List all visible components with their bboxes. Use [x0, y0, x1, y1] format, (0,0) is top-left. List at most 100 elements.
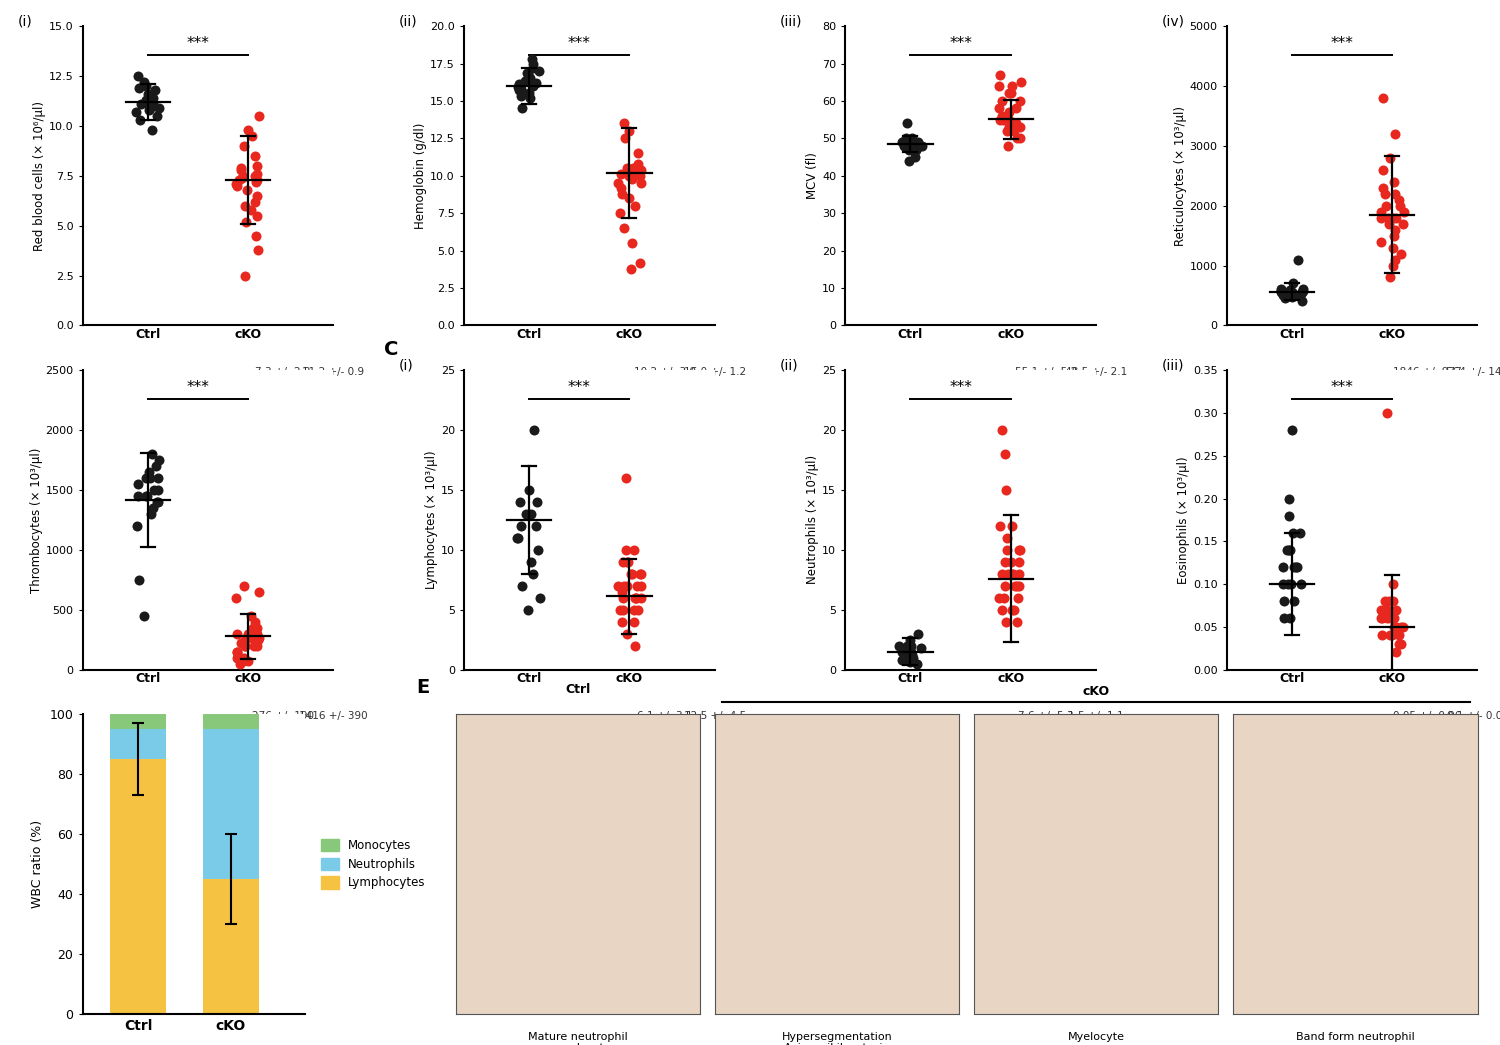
Point: [1272, 610, 1296, 627]
Point: [904, 655, 928, 672]
Text: (ii): (ii): [399, 15, 417, 28]
Point: [240, 629, 264, 646]
Point: [520, 60, 544, 76]
Point: [1390, 619, 1414, 635]
Point: [897, 141, 921, 158]
Point: [1274, 284, 1298, 301]
Point: [230, 160, 254, 177]
Point: [519, 554, 543, 571]
Point: [242, 620, 266, 636]
Point: [244, 637, 268, 654]
Point: [622, 613, 646, 630]
Point: [141, 500, 165, 516]
Point: [228, 655, 252, 672]
Point: [1270, 576, 1294, 593]
Point: [610, 185, 634, 202]
Point: [232, 637, 256, 654]
Point: [1380, 257, 1404, 274]
Point: [509, 517, 532, 534]
Point: [908, 138, 932, 155]
Text: 7.3 +/- 2.2: 7.3 +/- 2.2: [255, 367, 310, 377]
Point: [612, 589, 636, 606]
Y-axis label: Thrombocytes (× 10³/μl): Thrombocytes (× 10³/μl): [30, 447, 42, 593]
Point: [992, 111, 1016, 127]
Point: [1000, 115, 1024, 132]
Point: [1389, 198, 1413, 214]
Point: [231, 652, 255, 669]
Point: [628, 167, 652, 184]
Point: [612, 115, 636, 132]
Point: [987, 589, 1011, 606]
Point: [1280, 288, 1304, 305]
Point: [1008, 130, 1032, 146]
Point: [1370, 610, 1394, 627]
Point: [897, 153, 921, 169]
Point: [900, 130, 924, 146]
Point: [1389, 619, 1413, 635]
Point: [510, 100, 534, 117]
Point: [518, 70, 542, 87]
Point: [987, 517, 1011, 534]
Point: [624, 589, 648, 606]
Point: [903, 138, 927, 155]
Point: [1392, 215, 1416, 232]
Point: [626, 577, 650, 594]
Text: 0.05 +/- 0.06: 0.05 +/- 0.06: [1394, 712, 1461, 721]
Point: [518, 85, 542, 101]
Point: [134, 77, 158, 94]
Point: [1377, 593, 1401, 609]
Point: [1389, 246, 1413, 262]
Point: [246, 165, 270, 182]
Point: [1376, 610, 1400, 627]
Point: [896, 649, 920, 666]
Point: [1374, 198, 1398, 214]
Text: 1846 +/- 977: 1846 +/- 977: [1394, 367, 1461, 377]
Point: [1000, 77, 1024, 94]
Point: [526, 63, 550, 79]
Point: [142, 482, 166, 498]
Point: [1275, 576, 1299, 593]
Text: Band form neutrophil: Band form neutrophil: [1296, 1031, 1414, 1042]
Point: [622, 637, 646, 654]
Point: [126, 488, 150, 505]
Text: C: C: [384, 341, 398, 359]
Point: [248, 108, 272, 124]
Point: [990, 601, 1014, 618]
Point: [128, 79, 152, 96]
Point: [1269, 281, 1293, 298]
Point: [243, 613, 267, 630]
Point: [1372, 593, 1396, 609]
Point: [243, 193, 267, 210]
Point: [1280, 284, 1304, 301]
Point: [243, 637, 267, 654]
Point: [525, 493, 549, 510]
Point: [609, 180, 633, 196]
Point: [621, 235, 645, 252]
Point: [628, 565, 652, 582]
Point: [230, 161, 254, 178]
Point: [518, 90, 542, 107]
Point: [1383, 619, 1407, 635]
Text: (iii): (iii): [1161, 358, 1184, 372]
Point: [1282, 558, 1306, 575]
Point: [1276, 541, 1300, 558]
Point: [514, 506, 538, 522]
Point: [1380, 239, 1404, 256]
Point: [628, 175, 652, 191]
Point: [506, 530, 530, 547]
Text: (i): (i): [18, 15, 32, 28]
Point: [524, 74, 548, 91]
Point: [1005, 130, 1029, 146]
Point: [126, 475, 150, 492]
Text: ***: ***: [950, 36, 972, 51]
Point: [126, 68, 150, 85]
Point: [987, 77, 1011, 94]
Point: [614, 469, 638, 486]
Point: [621, 160, 645, 177]
Point: [1278, 576, 1302, 593]
Point: [1382, 209, 1406, 226]
Point: [1284, 286, 1308, 303]
Point: [142, 97, 166, 114]
Point: [1382, 593, 1406, 609]
Point: [135, 92, 159, 109]
